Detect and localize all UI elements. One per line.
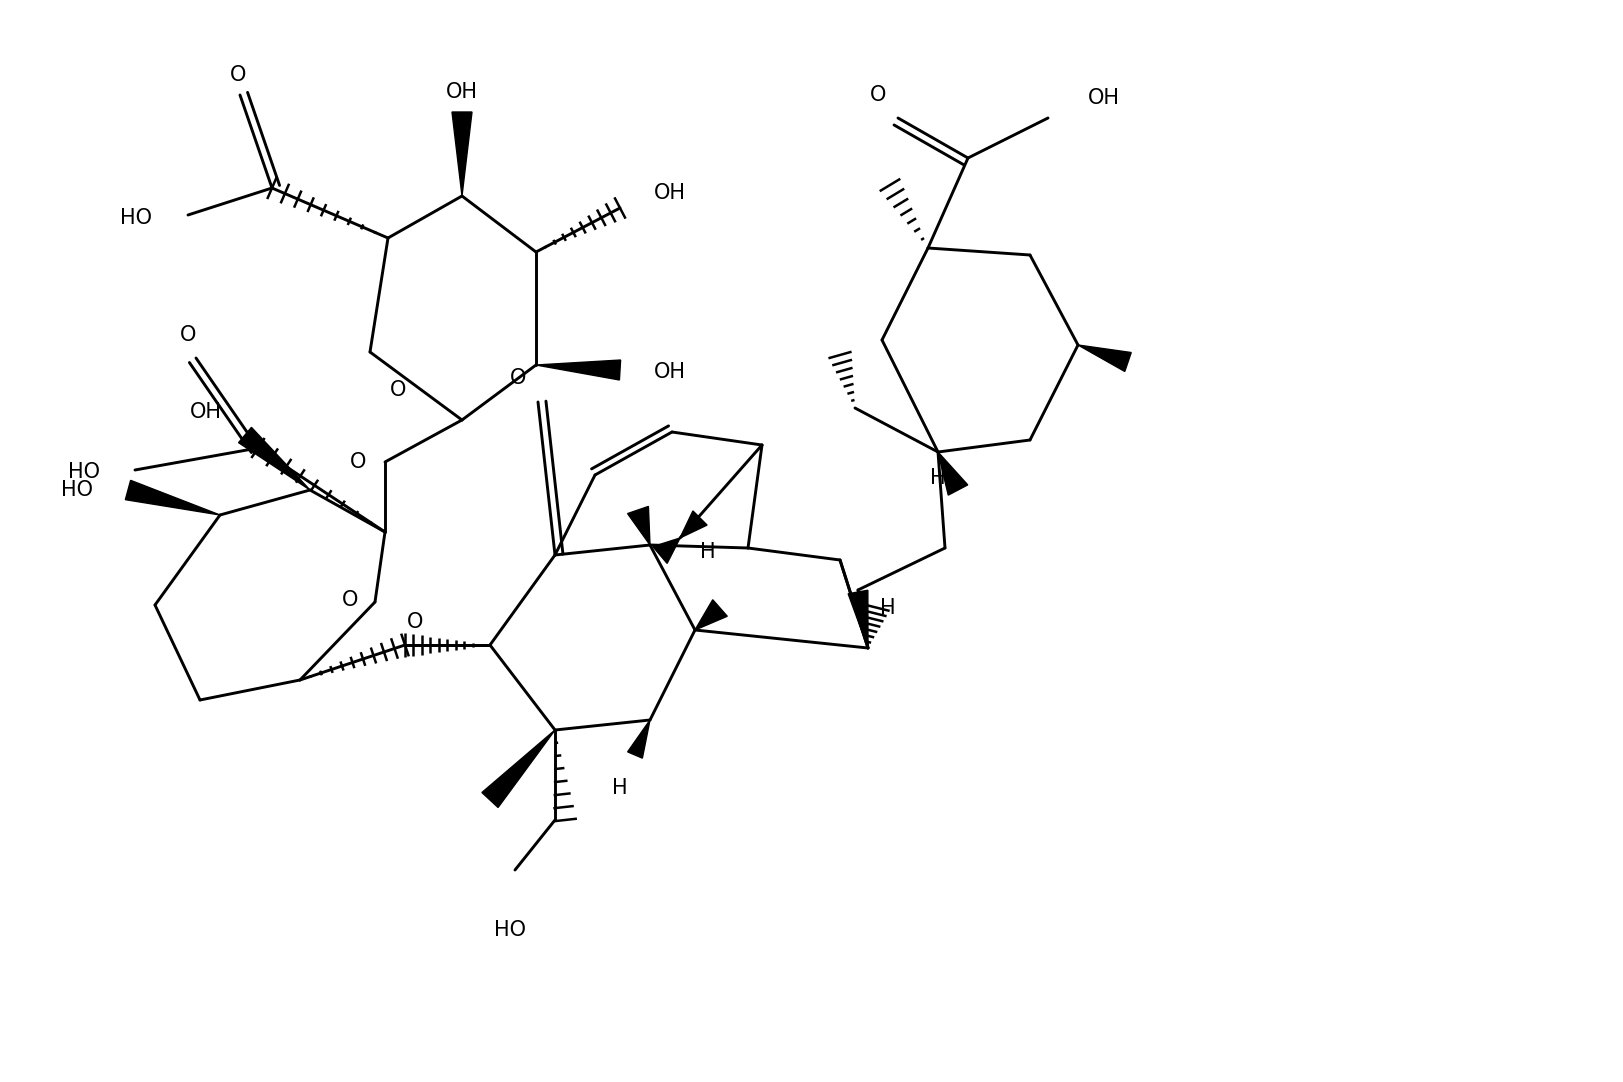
Polygon shape [652, 538, 680, 564]
Text: O: O [341, 590, 357, 610]
Polygon shape [695, 599, 727, 630]
Text: HO: HO [120, 208, 153, 228]
Text: O: O [870, 85, 886, 105]
Text: O: O [390, 380, 406, 400]
Polygon shape [847, 591, 867, 648]
Polygon shape [239, 427, 310, 490]
Text: O: O [510, 368, 526, 388]
Polygon shape [680, 511, 706, 538]
Text: O: O [180, 325, 196, 345]
Text: HO: HO [68, 462, 101, 481]
Text: OH: OH [654, 183, 685, 203]
Text: OH: OH [446, 82, 477, 102]
Polygon shape [938, 452, 967, 496]
Text: OH: OH [654, 362, 685, 382]
Text: OH: OH [190, 403, 222, 422]
Text: H: H [700, 542, 716, 562]
Polygon shape [125, 480, 219, 515]
Polygon shape [482, 730, 555, 807]
Text: H: H [612, 778, 628, 799]
Polygon shape [536, 360, 620, 380]
Polygon shape [626, 506, 649, 545]
Text: O: O [407, 612, 424, 632]
Text: O: O [349, 452, 365, 472]
Polygon shape [626, 720, 649, 758]
Text: O: O [230, 65, 247, 85]
Text: H: H [880, 598, 894, 618]
Text: OH: OH [1087, 88, 1120, 108]
Text: H: H [930, 469, 945, 488]
Polygon shape [451, 113, 472, 196]
Text: HO: HO [493, 920, 526, 940]
Text: HO: HO [62, 480, 93, 500]
Polygon shape [1078, 345, 1131, 371]
